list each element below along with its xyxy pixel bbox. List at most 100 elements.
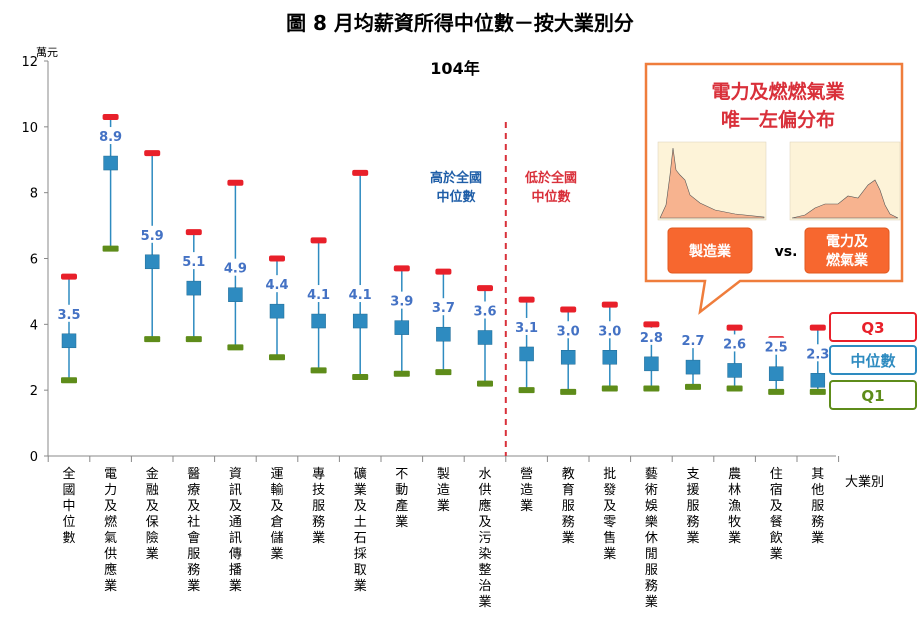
- q3-marker: [310, 237, 327, 244]
- q1-marker: [185, 336, 202, 343]
- legend-median-label: 中位數: [850, 352, 895, 370]
- q1-marker: [685, 383, 701, 390]
- q1-marker: [269, 354, 285, 361]
- q3-marker: [809, 324, 826, 331]
- median-value-label: 2.8: [640, 331, 663, 346]
- median-value-label: 8.9: [99, 130, 122, 145]
- electricity-tag-label-line1: 電力及: [826, 233, 869, 250]
- median-value-label: 3.0: [598, 324, 621, 339]
- legend-q3-box: [829, 312, 917, 342]
- q1-marker: [477, 380, 493, 387]
- q3-marker: [102, 113, 119, 120]
- value-label-backing: [178, 252, 209, 270]
- vs-label: vs.: [775, 244, 798, 260]
- value-label-backing: [511, 317, 542, 335]
- q1-marker: [227, 344, 244, 351]
- median-marker: [269, 303, 285, 319]
- median-marker: [228, 287, 243, 302]
- category-label: 藝術娛樂休閒服務業: [645, 467, 658, 610]
- q1-marker: [61, 377, 77, 384]
- median-value-label: 5.9: [141, 229, 164, 244]
- median-value-label: 4.1: [307, 288, 330, 303]
- category-label: 全國中位數: [62, 466, 75, 546]
- q1-marker: [310, 367, 327, 374]
- electricity-tag: [804, 227, 890, 274]
- median-marker: [768, 366, 784, 381]
- value-label-backing: [345, 285, 376, 303]
- q1-marker: [518, 387, 535, 394]
- q3-marker: [601, 301, 618, 308]
- median-value-label: 3.1: [515, 321, 538, 336]
- y-tick-label: 2: [30, 384, 38, 399]
- median-marker: [186, 280, 202, 296]
- q3-marker: [269, 255, 285, 262]
- median-marker: [644, 356, 659, 372]
- median-marker: [727, 363, 742, 378]
- value-label-backing: [428, 298, 459, 316]
- value-label-backing: [303, 285, 334, 303]
- q1-marker: [809, 388, 826, 395]
- value-label-backing: [636, 327, 667, 345]
- annotation-above-line2: 中位數: [436, 189, 475, 205]
- q1-marker: [643, 385, 660, 392]
- median-value-label: 3.0: [557, 324, 580, 339]
- median-value-label: 3.6: [473, 305, 496, 320]
- value-label-backing: [470, 301, 500, 319]
- legend-q3-label: Q3: [861, 319, 884, 337]
- value-label-backing: [137, 225, 168, 243]
- legend-q1-label: Q1: [861, 387, 884, 405]
- callout-title-line2: 唯一左偏分布: [721, 108, 835, 131]
- q1-marker: [601, 385, 618, 392]
- q3-marker: [560, 306, 577, 313]
- median-value-label: 4.4: [265, 278, 288, 293]
- annotation-below-line1: 低於全國: [524, 170, 577, 186]
- category-label: 製造業: [437, 467, 450, 514]
- category-label: 水供應及污染整治業: [478, 467, 491, 610]
- category-label: 其他服務業: [811, 467, 824, 546]
- median-value-label: 4.9: [224, 262, 247, 277]
- callout-box: 電力及燃燃氣業 唯一左偏分布 製造業 vs. 電力及 燃氣業: [644, 62, 904, 315]
- median-value-label: 3.7: [432, 301, 455, 316]
- axes: 0 2 4 6 8 10 12: [21, 55, 840, 465]
- category-label: 運輸及倉儲業: [270, 467, 283, 562]
- median-marker: [810, 373, 826, 388]
- median-value-label: 4.1: [349, 288, 372, 303]
- chart-title: 圖 8 月均薪資所得中位數－按大業別分: [286, 11, 634, 35]
- q1-marker: [102, 245, 119, 252]
- median-marker: [477, 330, 493, 345]
- q3-marker: [477, 285, 493, 292]
- value-label-backing: [678, 331, 708, 349]
- median-marker: [560, 350, 576, 365]
- category-label: 金融及保險業: [146, 466, 159, 562]
- y-tick-label: 8: [30, 187, 38, 202]
- median-marker: [61, 333, 77, 349]
- y-tick-label: 10: [21, 121, 38, 136]
- category-label: 農林漁牧業: [728, 467, 741, 546]
- q3-marker: [61, 273, 77, 280]
- y-tick-label: 12: [21, 55, 38, 70]
- q1-marker: [726, 385, 743, 392]
- category-label: 不動產業: [395, 467, 408, 530]
- median-marker: [394, 320, 410, 335]
- median-value-label: 3.5: [57, 308, 80, 323]
- q1-marker: [435, 369, 452, 376]
- value-label-backing: [220, 258, 251, 276]
- value-label-backing: [594, 321, 625, 339]
- value-label-backing: [553, 321, 584, 339]
- electricity-tag-label-line2: 燃氣業: [826, 252, 869, 269]
- q3-marker: [227, 179, 244, 186]
- q3-marker: [393, 265, 410, 272]
- q3-marker: [726, 324, 743, 331]
- value-label-backing: [54, 304, 84, 322]
- legend-median-box: [829, 345, 917, 375]
- value-label-backing: [761, 337, 792, 355]
- median-marker: [352, 313, 368, 329]
- manufacturing-tag-label: 製造業: [688, 243, 732, 260]
- q3-marker: [144, 150, 161, 157]
- y-axis-unit: 萬元: [36, 46, 58, 59]
- manufacturing-distribution-curve: [659, 147, 765, 219]
- q3-marker: [643, 321, 660, 328]
- y-tick-label: 4: [30, 318, 38, 333]
- q1-marker: [560, 388, 577, 395]
